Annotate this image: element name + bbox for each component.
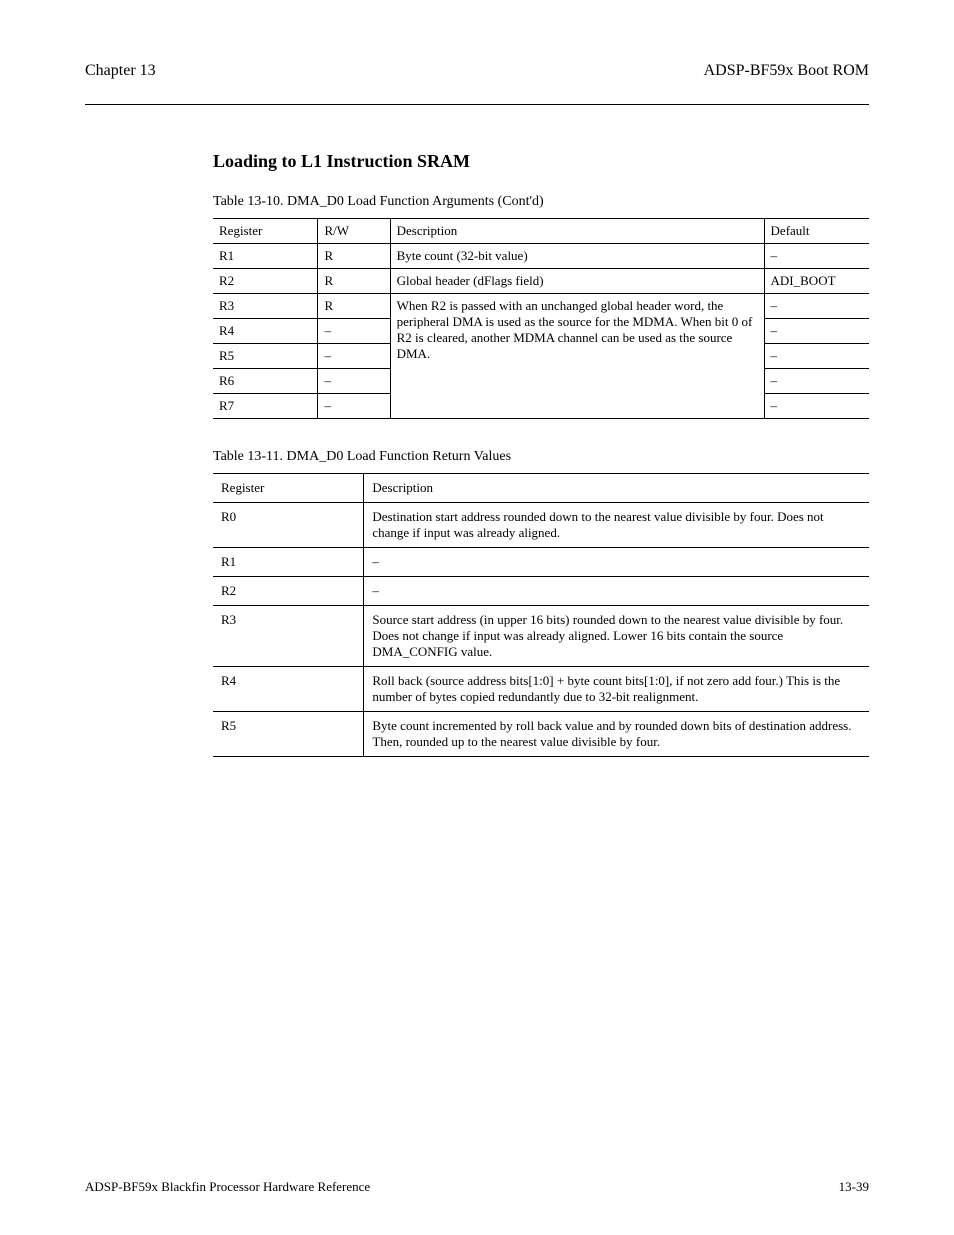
cell: R3 (213, 294, 318, 319)
col-header: R/W (318, 219, 390, 244)
page-header: Chapter 13 ADSP-BF59x Boot ROM (85, 62, 869, 80)
cell: – (318, 369, 390, 394)
table-row: R1 R Byte count (32-bit value) – (213, 244, 869, 269)
table-row: R5 Byte count incremented by roll back v… (213, 712, 869, 757)
cell: – (764, 344, 869, 369)
cell: R (318, 269, 390, 294)
cell: – (764, 319, 869, 344)
cell: R3 (213, 606, 364, 667)
table1: Register R/W Description Default R1 R By… (213, 218, 869, 419)
table2: Register Description R0 Destination star… (213, 473, 869, 757)
cell: R1 (213, 244, 318, 269)
col-header: Description (364, 474, 869, 503)
cell: R0 (213, 503, 364, 548)
cell: – (364, 577, 869, 606)
cell: – (764, 294, 869, 319)
page-container: Chapter 13 ADSP-BF59x Boot ROM Loading t… (0, 0, 954, 1235)
table-row: R3 Source start address (in upper 16 bit… (213, 606, 869, 667)
cell: – (764, 369, 869, 394)
table-row: R1 – (213, 548, 869, 577)
table-row: R0 Destination start address rounded dow… (213, 503, 869, 548)
cell: R2 (213, 577, 364, 606)
page-footer: ADSP-BF59x Blackfin Processor Hardware R… (85, 1179, 869, 1195)
header-rule (85, 104, 869, 105)
table-row: R4 Roll back (source address bits[1:0] +… (213, 667, 869, 712)
cell: R6 (213, 369, 318, 394)
cell: R5 (213, 344, 318, 369)
table-row: Register R/W Description Default (213, 219, 869, 244)
table2-caption: Table 13-11. DMA_D0 Load Function Return… (85, 449, 869, 465)
cell: – (318, 319, 390, 344)
cell: Byte count incremented by roll back valu… (364, 712, 869, 757)
cell: Destination start address rounded down t… (364, 503, 869, 548)
cell: R2 (213, 269, 318, 294)
footer-doc-title: ADSP-BF59x Blackfin Processor Hardware R… (85, 1179, 370, 1195)
cell: Byte count (32-bit value) (390, 244, 764, 269)
cell: ADI_BOOT (764, 269, 869, 294)
section-heading: Loading to L1 Instruction SRAM (85, 151, 869, 172)
col-header: Register (213, 219, 318, 244)
cell: Global header (dFlags field) (390, 269, 764, 294)
cell: – (764, 394, 869, 419)
table1-caption: Table 13-10. DMA_D0 Load Function Argume… (85, 194, 869, 210)
cell: R1 (213, 548, 364, 577)
cell: – (764, 244, 869, 269)
header-chapter: Chapter 13 (85, 62, 156, 80)
col-header: Default (764, 219, 869, 244)
cell: R4 (213, 319, 318, 344)
cell: R (318, 244, 390, 269)
cell: R (318, 294, 390, 319)
cell: R4 (213, 667, 364, 712)
table-row: R2 – (213, 577, 869, 606)
cell: – (318, 394, 390, 419)
col-header: Register (213, 474, 364, 503)
table-row: R3 R When R2 is passed with an unchanged… (213, 294, 869, 319)
cell: Roll back (source address bits[1:0] + by… (364, 667, 869, 712)
cell: Source start address (in upper 16 bits) … (364, 606, 869, 667)
cell: – (364, 548, 869, 577)
footer-page-number: 13-39 (839, 1179, 869, 1195)
cell-note: When R2 is passed with an unchanged glob… (390, 294, 764, 419)
cell: R5 (213, 712, 364, 757)
table-row: R2 R Global header (dFlags field) ADI_BO… (213, 269, 869, 294)
col-header: Description (390, 219, 764, 244)
table-row: Register Description (213, 474, 869, 503)
cell: R7 (213, 394, 318, 419)
header-title: ADSP-BF59x Boot ROM (704, 62, 869, 80)
cell: – (318, 344, 390, 369)
